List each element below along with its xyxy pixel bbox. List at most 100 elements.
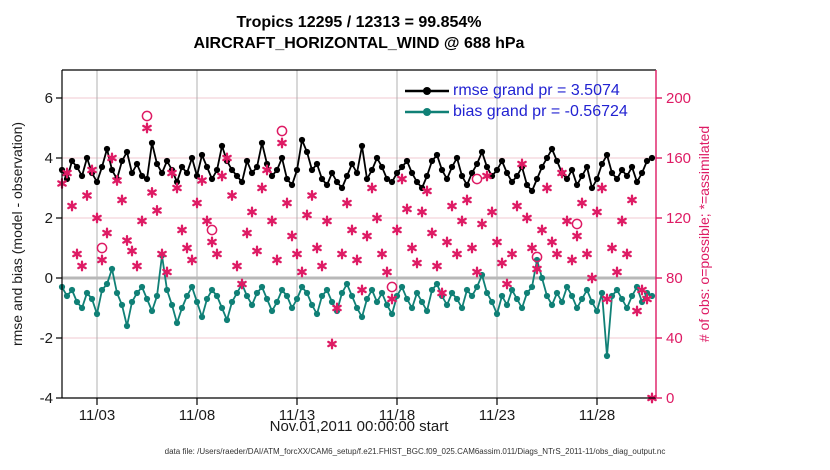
rmse-marker <box>383 175 391 183</box>
assimilated-count-marker <box>232 260 242 272</box>
assimilated-count-marker <box>617 215 627 227</box>
bias-marker <box>418 298 426 306</box>
rmse-marker <box>363 175 371 183</box>
rmse-marker <box>433 151 441 159</box>
assimilated-count-marker <box>602 293 612 305</box>
assimilated-count-marker <box>432 260 442 272</box>
assimilated-count-marker <box>292 248 302 260</box>
assimilated-count-marker <box>552 248 562 260</box>
rmse-marker <box>498 157 506 165</box>
data-file-caption: data file: /Users/raeder/DAI/ATM_forcXX/… <box>164 447 666 456</box>
rmse-marker <box>108 166 116 174</box>
rmse-marker <box>73 163 81 171</box>
assimilated-count-marker <box>487 206 497 218</box>
assimilated-count-marker <box>582 248 592 260</box>
assimilated-count-marker <box>207 236 217 248</box>
rmse-marker <box>93 178 101 186</box>
assimilated-count-marker <box>317 260 327 272</box>
rmse-marker <box>118 157 126 165</box>
assimilated-count-marker <box>342 197 352 209</box>
assimilated-count-marker <box>217 170 227 182</box>
rmse-marker <box>423 172 431 180</box>
bias-marker <box>358 313 366 321</box>
bias-marker <box>593 307 601 315</box>
assimilated-count-marker <box>437 287 447 299</box>
bias-marker <box>388 310 396 318</box>
assimilated-count-marker <box>507 248 517 260</box>
rmse-marker <box>198 151 206 159</box>
legend-row-bias: bias grand pr = -0.56724 <box>404 101 628 122</box>
rmse-marker <box>608 169 616 177</box>
rmse-marker <box>308 166 316 174</box>
bias-marker <box>188 283 196 291</box>
assimilated-count-marker <box>367 182 377 194</box>
assimilated-count-marker <box>457 215 467 227</box>
bias-marker <box>68 286 76 294</box>
assimilated-count-marker <box>472 266 482 278</box>
assimilated-count-marker <box>167 167 177 179</box>
bias-marker <box>63 292 71 300</box>
assimilated-count-marker <box>357 284 367 296</box>
possible-count-marker <box>571 218 583 230</box>
rmse-marker <box>413 178 421 186</box>
plot-title: Tropics 12295 / 12313 = 99.854% AIRCRAFT… <box>62 12 656 54</box>
bias-marker <box>603 352 611 360</box>
bias-marker <box>143 295 151 303</box>
assimilated-count-marker <box>322 215 332 227</box>
bias-marker <box>93 310 101 318</box>
x-tick-label: 11/13 <box>279 407 315 424</box>
rmse-marker <box>478 148 486 156</box>
legend-row-rmse: rmse grand pr = 3.5074 <box>404 80 628 101</box>
assimilated-count-marker <box>397 173 407 185</box>
bias-marker <box>498 292 506 300</box>
x-axis-label: Nov.01,2011 00:00:00 start <box>269 418 449 435</box>
rmse-marker <box>623 172 631 180</box>
bias-marker <box>573 304 581 312</box>
rmse-marker <box>453 154 461 162</box>
x-tick-label: 11/23 <box>479 407 515 424</box>
x-tick-label: 11/08 <box>179 407 215 424</box>
assimilated-count-marker <box>287 230 297 242</box>
assimilated-count-marker <box>592 206 602 218</box>
bias-marker <box>368 286 376 294</box>
rmse-marker <box>173 178 181 186</box>
bias-marker <box>193 298 201 306</box>
bias-marker <box>588 298 596 306</box>
bias-marker <box>598 289 606 297</box>
assimilated-count-marker <box>117 194 127 206</box>
assimilated-count-marker <box>372 212 382 224</box>
rmse-marker <box>643 157 651 165</box>
rmse-marker <box>228 166 236 174</box>
y-tick-label-left: -4 <box>40 390 53 407</box>
bias-marker <box>118 301 126 309</box>
bias-marker <box>253 289 261 297</box>
rmse-marker <box>358 142 366 150</box>
bias-marker <box>213 292 221 300</box>
assimilated-count-marker <box>442 236 452 248</box>
assimilated-count-marker <box>242 227 252 239</box>
rmse-line <box>61 136 653 193</box>
rmse-line-marker-icon <box>405 86 449 95</box>
assimilated-count-marker <box>392 224 402 236</box>
assimilated-count-marker <box>162 266 172 278</box>
bias-marker <box>508 286 516 294</box>
assimilated-count-marker <box>607 242 617 254</box>
assimilated-count-marker <box>622 248 632 260</box>
bias-marker <box>228 298 236 306</box>
legend: rmse grand pr = 3.5074 bias grand pr = -… <box>404 80 628 122</box>
assimilated-count-marker <box>522 212 532 224</box>
rmse-marker <box>578 172 586 180</box>
assimilated-count-marker <box>222 152 232 164</box>
rmse-marker <box>448 163 456 171</box>
assimilated-count-marker <box>387 293 397 305</box>
assimilated-count-marker <box>532 263 542 275</box>
bias-marker <box>493 310 501 318</box>
bias-marker <box>373 298 381 306</box>
bias-marker <box>328 298 336 306</box>
assimilated-count-marker <box>112 175 122 186</box>
rmse-marker <box>438 166 446 174</box>
rmse-marker <box>588 184 596 192</box>
bias-marker <box>503 301 511 309</box>
assimilated-count-marker <box>62 167 72 179</box>
